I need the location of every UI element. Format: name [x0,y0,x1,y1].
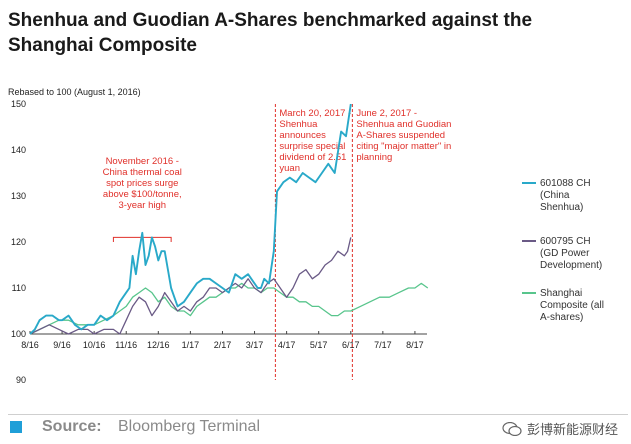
legend-label: Shenhua) [540,202,583,213]
legend-label: Shanghai [540,288,582,299]
series-line [29,103,352,335]
axes: 90 100 110 120 130 140 150 8/16 9/16 10/16 11/16 12… [11,99,427,385]
annotation-text: planning [356,152,392,163]
annotation-text: spot prices surge [106,178,178,189]
x-tick-label: 5/17 [310,340,328,350]
annotation-text: June 2, 2017 - [356,108,417,119]
footer: Source: Bloomberg Terminal 彭博新能源财经 [8,414,628,439]
x-tick-label: 2/17 [214,340,232,350]
annotation-text: 3-year high [119,200,167,211]
x-tick-label: 3/17 [246,340,264,350]
annotation-text: A-Shares suspended [356,130,445,141]
annotation-text: March 20, 2017 - [279,108,351,119]
annotation-text: dividend of 2.51 [279,152,346,163]
chart-title: Shenhua and Guodian A-Shares benchmarked… [8,10,533,56]
annotation-text: above $100/tonne, [103,189,182,200]
wechat-icon [502,421,522,436]
legend-label: 600795 CH [540,236,591,247]
y-tick-label: 110 [12,283,26,293]
y-tick-label: 150 [11,99,26,109]
x-tick-label: 8/16 [21,340,39,350]
annotation-text: November 2016 - [106,156,179,167]
y-tick-label: 100 [11,329,26,339]
legend-label: Development) [540,260,602,271]
annotation-text: Shenhua and Guodian [356,119,451,130]
x-tick-label: 4/17 [278,340,296,350]
legend-label: (China [540,190,570,201]
line-chart: Rebased to 100 (August 1, 2016) 90 100 110… [8,87,604,385]
watermark: 彭博新能源财经 [502,419,618,438]
y-tick-label: 90 [16,375,26,385]
annotation-text: Shenhua [279,119,318,130]
annotation-text: announces [279,130,326,141]
y-tick-label: 130 [11,191,26,201]
source-label: Source: [42,418,102,435]
x-tick-label: 12/16 [147,340,170,350]
legend-label: A-shares) [540,312,583,323]
y-axis-label: Rebased to 100 (August 1, 2016) [8,87,141,97]
x-tick-label: 6/17 [342,340,360,350]
annotation-text: surprise special [279,141,345,152]
y-tick-label: 140 [11,145,26,155]
legend-label: (GD Power [540,248,590,259]
x-tick-label: 10/16 [83,340,106,350]
source-value: Bloomberg Terminal [118,418,260,435]
legend-label: 601088 CH [540,178,591,189]
x-tick-label: 1/17 [182,340,200,350]
series-lines [29,103,429,335]
watermark-text: 彭博新能源财经 [526,422,618,437]
x-tick-label: 8/17 [406,340,424,350]
x-tick-label: 7/17 [374,340,392,350]
y-tick-label: 120 [11,237,26,247]
annotation-text: yuan [279,163,300,174]
x-tick-label: 11/16 [115,340,137,350]
annotation-text: China thermal coal [103,167,182,178]
source-marker-icon [10,421,22,433]
x-tick-label: 9/16 [53,340,71,350]
series-line [29,237,352,335]
legend-label: Composite (all [540,300,604,311]
annotation-text: citing "major matter" in [356,141,451,152]
